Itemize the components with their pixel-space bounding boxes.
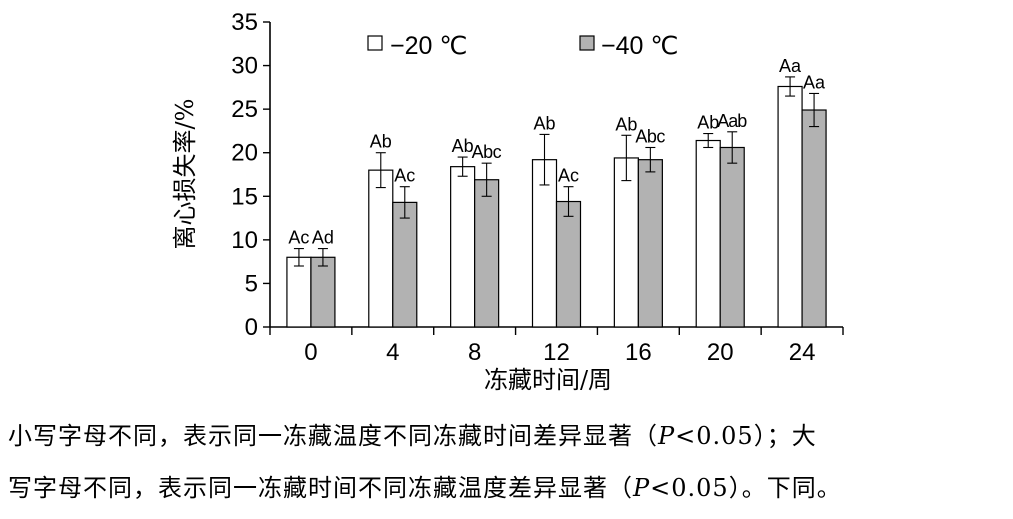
y-tick-label: 5 [245,270,258,297]
significance-label: Ab [533,113,555,133]
y-tick-label: 15 [231,183,258,210]
bar [719,146,745,328]
y-tick-label: 25 [231,96,258,123]
x-tick-label: 16 [625,339,652,366]
legend-swatch-minus40 [579,35,595,51]
bar [450,166,476,328]
significance-label: Ac [288,228,309,248]
significance-label: Ab [370,132,392,152]
x-axis-label: 冻藏时间/周 [484,366,612,394]
bar [555,200,582,328]
y-axis-label: 离心损失率/% [171,99,199,250]
significance-label: Ac [558,166,579,186]
significance-label: Ab [452,136,474,156]
x-tick-label: 8 [468,339,481,366]
significance-label: Aa [803,72,826,92]
y-tick-label: 10 [231,227,258,254]
significance-label: Abc [635,126,665,146]
y-tick-label: 30 [231,53,258,80]
legend-label-minus20: −20 ℃ [390,32,467,60]
x-tick-label: 12 [543,339,570,366]
footnote-line-1: 小写字母不同，表示同一冻藏温度不同冻藏时间差异显著（P<0.05）；大 [8,422,817,450]
x-tick-label: 0 [304,339,317,366]
y-tick-label: 0 [245,314,258,341]
bar [695,139,721,328]
legend: −20 ℃ −40 ℃ [367,32,678,60]
significance-label: Aab [717,111,747,131]
significance-label: Ad [312,228,334,248]
bar [613,157,639,328]
y-tick-label: 20 [231,140,258,167]
x-tick-label: 20 [707,339,734,366]
x-tick-label: 24 [789,339,816,366]
significance-label: Aa [779,56,802,76]
significance-label: Ac [394,166,415,186]
legend-swatch-minus20 [367,35,383,51]
x-tick-label: 4 [386,339,399,366]
bar [310,256,336,328]
bar [777,85,803,328]
y-tick-label: 35 [231,9,258,36]
footnote-line-2: 写字母不同，表示同一冻藏时间不同冻藏温度差异显著（P<0.05）。下同。 [8,474,842,502]
significance-label: Ab [697,113,719,133]
bar [637,159,663,328]
legend-label-minus40: −40 ℃ [601,32,678,60]
bar [392,201,418,328]
bar [801,109,827,328]
bar [474,179,500,328]
significance-label: Abc [472,142,502,162]
bar [368,169,394,328]
significance-label: Ab [615,114,637,134]
bar [286,256,312,328]
